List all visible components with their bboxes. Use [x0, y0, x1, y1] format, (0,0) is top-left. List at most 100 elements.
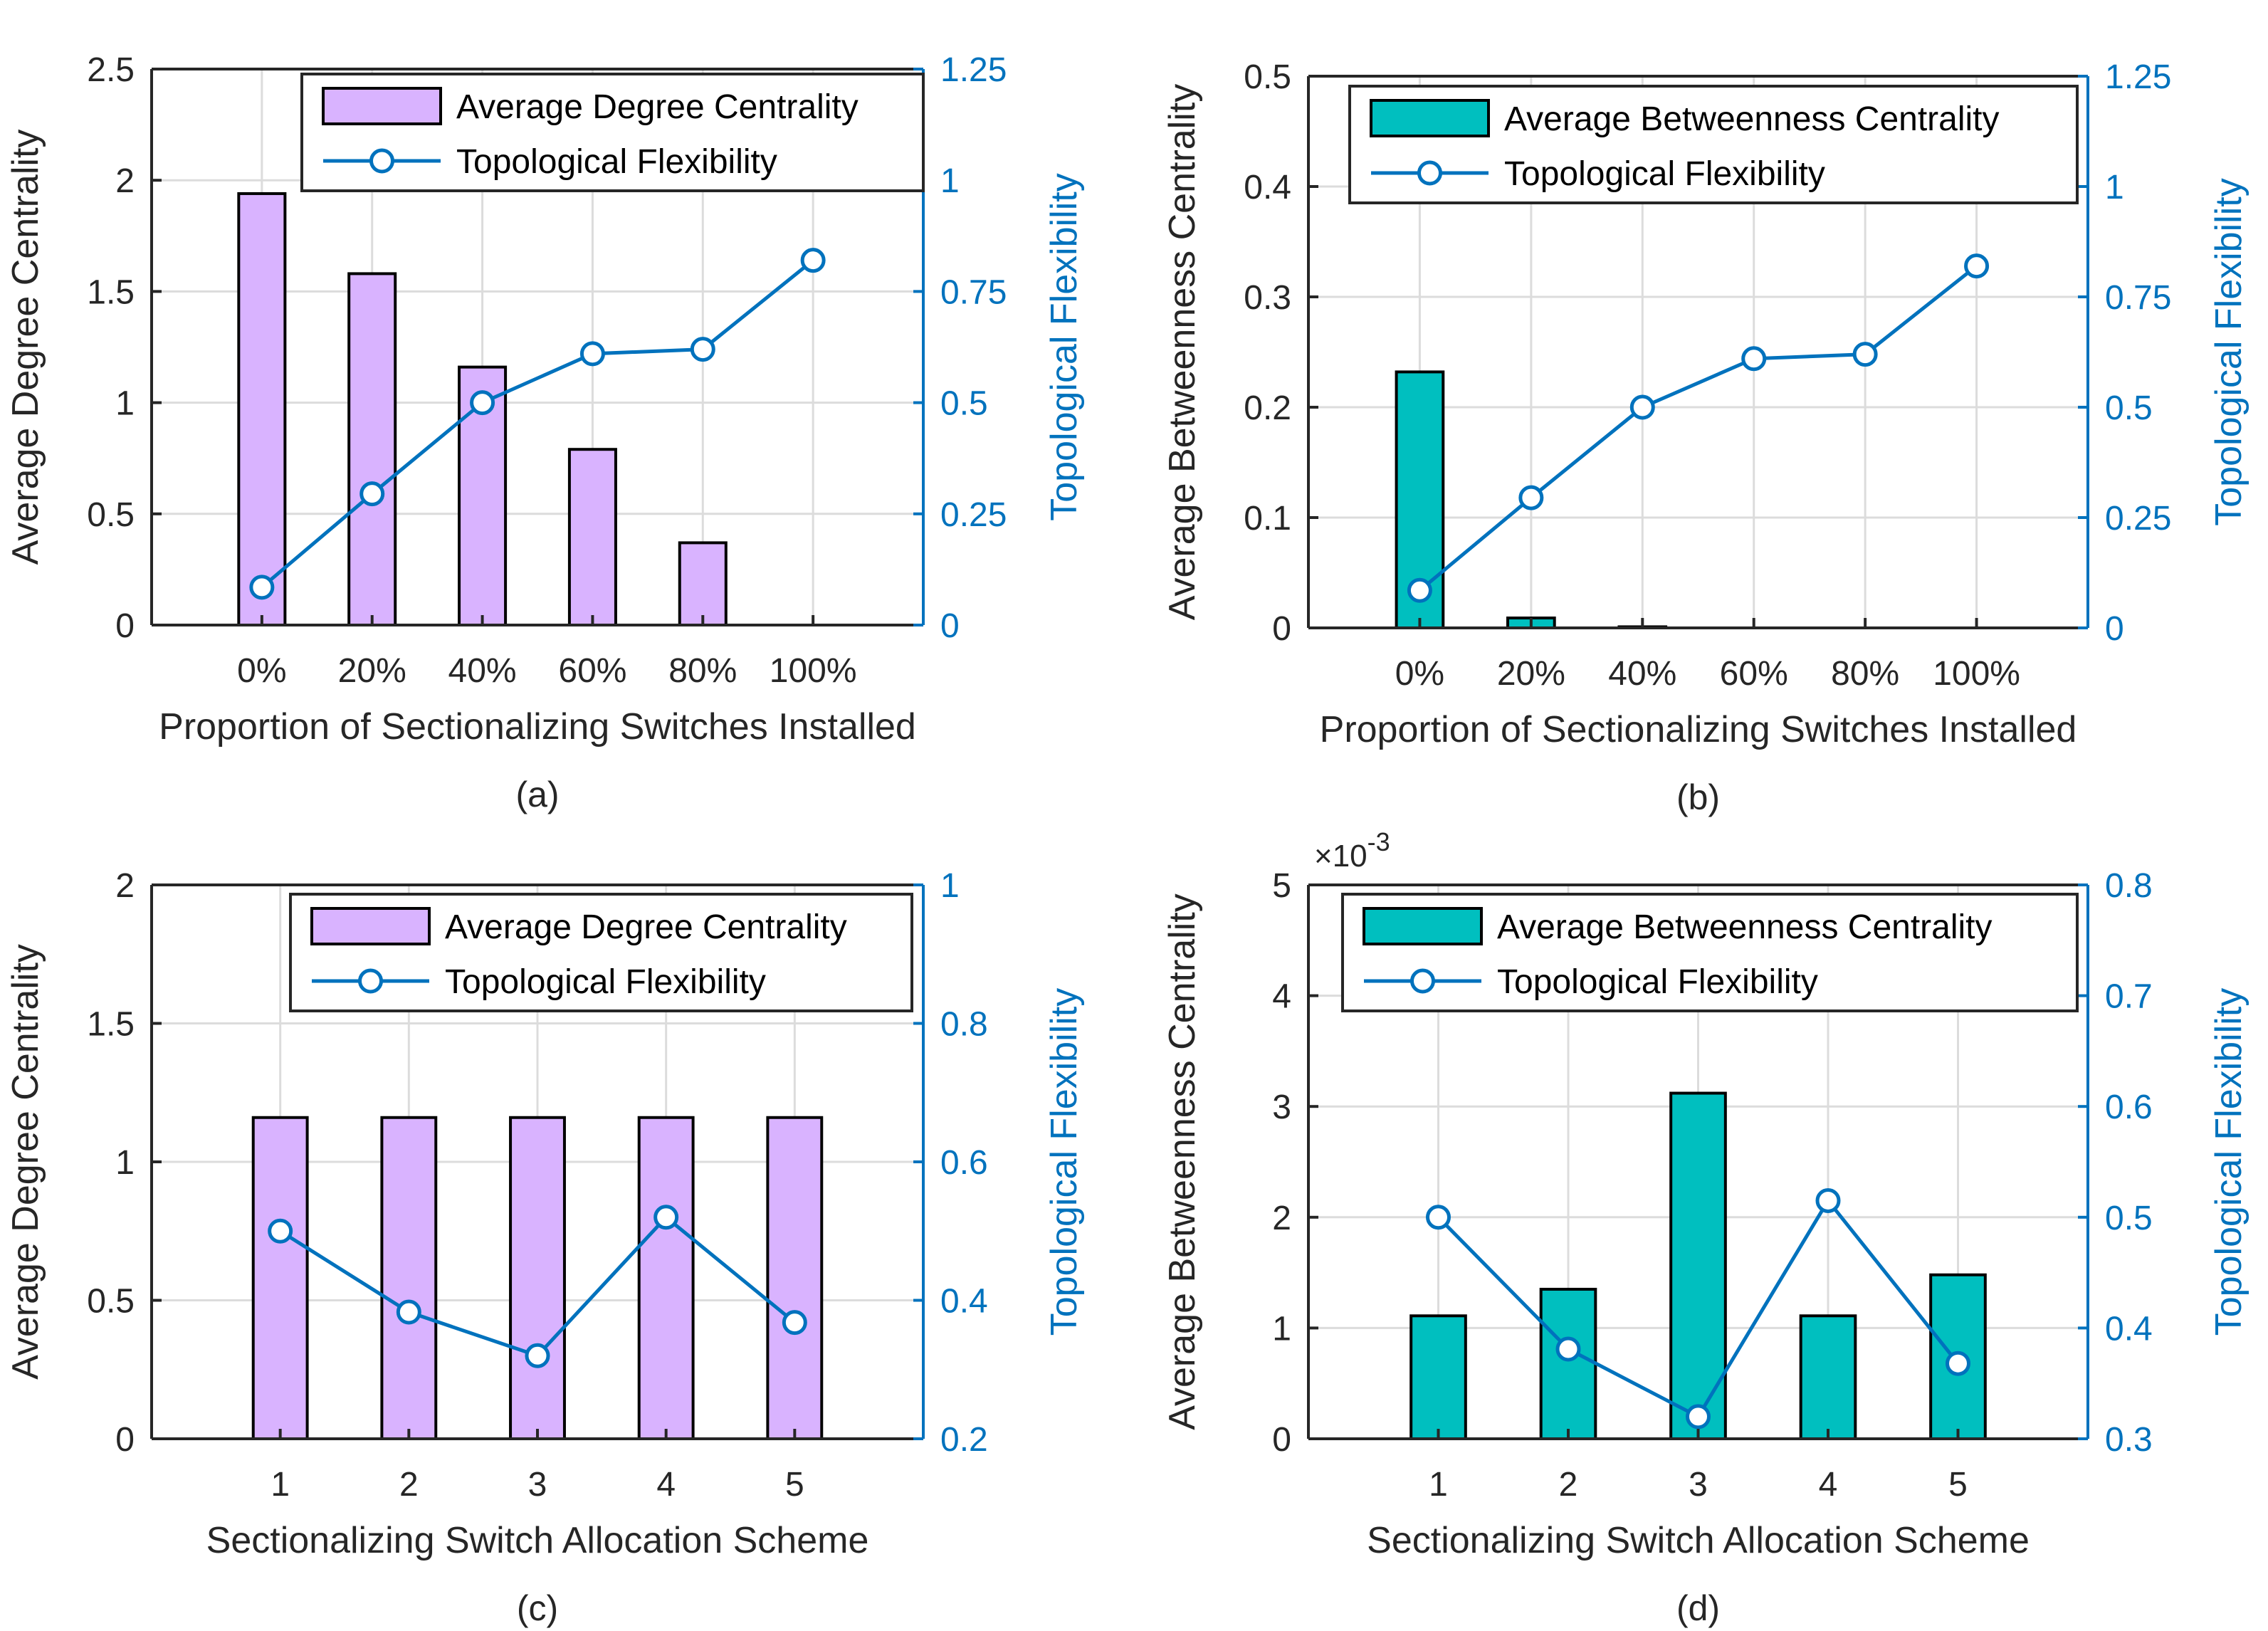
x-tick-label: 2: [1559, 1466, 1578, 1504]
y-axis-label-left: Average Betweenness Centrality: [1162, 84, 1203, 620]
right-tick-label: 1.25: [2105, 58, 2171, 96]
x-tick-label: 0%: [1395, 655, 1444, 693]
flexibility-point-3: [525, 1343, 550, 1368]
chart-panel-1: 0 0.5 1 1.5 2 2.5 0 0.25 0.5 0.75 1 1.25 0% 20% 40% 60%…: [5, 51, 1085, 814]
left-tick-label: 0.3: [1244, 279, 1291, 317]
bar-3: [509, 1116, 566, 1440]
x-tick-label: 4: [1819, 1466, 1838, 1504]
left-tick-label: 0.5: [87, 1283, 135, 1321]
legend: Average Betweenness Centrality Topologica…: [1348, 85, 2079, 204]
y-exponent-power: -3: [1367, 827, 1390, 856]
flexibility-point-3: [1686, 1404, 1711, 1430]
chart-panel-4: 0 1 2 3 4 5 0.3 0.4 0.5 0.6 0.7 0.8 1 2 3 4 5 Sectionaliz…: [1162, 827, 2249, 1628]
flexibility-point-80%: [690, 337, 715, 362]
bar-4: [637, 1116, 695, 1440]
left-tick-label: 0.1: [1244, 500, 1291, 537]
y-axis-label-left: Average Degree Centrality: [5, 130, 46, 565]
right-tick-label: 1: [940, 867, 960, 905]
x-axis-label: Sectionalizing Switch Allocation Scheme: [206, 1520, 869, 1561]
right-tick-label: 0.8: [940, 1006, 988, 1044]
legend: Average Betweenness Centrality Topologica…: [1341, 893, 2079, 1012]
flexibility-line: [261, 258, 814, 589]
left-tick-label: 4: [1272, 978, 1291, 1016]
left-tick-label: 1: [1272, 1310, 1291, 1348]
flexibility-point-100%: [1964, 253, 1990, 279]
panel-caption: (c): [517, 1588, 558, 1628]
y-axis-label-left: Average Betweenness Centrality: [1162, 893, 1203, 1430]
legend-label-line: Topological Flexibility: [445, 963, 766, 1001]
y-axis-label-right: Topological Flexibility: [1044, 988, 1085, 1336]
right-tick-label: 0.3: [2105, 1421, 2153, 1459]
legend-marker: [1410, 968, 1435, 994]
bar-4: [1799, 1314, 1857, 1441]
left-tick-label: 5: [1272, 867, 1291, 905]
x-tick-label: 60%: [558, 652, 626, 690]
x-tick-label: 5: [1948, 1466, 1968, 1504]
left-tick-label: 2.5: [87, 51, 135, 89]
legend-marker: [369, 148, 394, 174]
legend-label-line: Topological Flexibility: [456, 143, 777, 181]
right-tick-label: 1: [940, 162, 960, 200]
x-axis-label: Sectionalizing Switch Allocation Scheme: [1367, 1520, 2030, 1561]
left-tick-label: 0.5: [1244, 58, 1291, 96]
x-tick-label: 5: [785, 1466, 804, 1504]
bar-2: [1539, 1287, 1597, 1440]
legend-label-bar: Average Betweenness Centrality: [1497, 908, 1993, 946]
x-tick-label: 2: [399, 1466, 419, 1504]
left-tick-label: 0.5: [87, 496, 135, 534]
left-tick-label: 3: [1272, 1089, 1291, 1126]
right-tick-label: 0.25: [940, 496, 1007, 534]
legend-label-bar: Average Degree Centrality: [456, 88, 859, 126]
flexibility-point-2: [1555, 1336, 1581, 1362]
right-tick-label: 0.6: [2105, 1089, 2153, 1126]
right-tick-label: 0.7: [2105, 978, 2153, 1016]
x-axis-label: Proportion of Sectionalizing Switches In…: [159, 706, 916, 748]
bar-2: [380, 1116, 438, 1440]
y-axis-label-right: Topological Flexibility: [2208, 178, 2249, 525]
left-tick-label: 0: [1272, 610, 1291, 648]
left-tick-label: 1: [115, 385, 135, 423]
flexibility-point-20%: [359, 481, 385, 507]
flexibility-line: [1418, 264, 1978, 592]
y-axis-label-left: Average Degree Centrality: [5, 944, 46, 1380]
bar-5: [766, 1116, 824, 1440]
flexibility-point-1: [268, 1218, 293, 1244]
x-tick-label: 1: [271, 1466, 290, 1504]
flexibility-point-80%: [1852, 342, 1878, 367]
legend-bar-swatch: [310, 907, 431, 945]
x-tick-label: 3: [1689, 1466, 1708, 1504]
flexibility-point-0%: [1407, 577, 1432, 603]
legend-label-line: Topological Flexibility: [1504, 155, 1825, 193]
flexibility-point-40%: [470, 390, 495, 416]
flexibility-point-40%: [1629, 394, 1655, 420]
flexibility-point-2: [396, 1299, 421, 1325]
left-tick-label: 2: [115, 162, 135, 200]
y-axis-label-right: Topological Flexibility: [2208, 988, 2249, 1336]
panel-caption: (b): [1676, 777, 1720, 817]
bar-1: [251, 1116, 309, 1440]
left-tick-label: 1: [115, 1144, 135, 1182]
x-tick-label: 20%: [1497, 655, 1565, 693]
right-tick-label: 0.4: [2105, 1310, 2153, 1348]
right-tick-label: 0.75: [2105, 279, 2171, 317]
x-axis-label: Proportion of Sectionalizing Switches In…: [1320, 709, 2077, 750]
x-tick-label: 100%: [1933, 655, 2020, 693]
right-tick-label: 0.4: [940, 1283, 988, 1321]
right-tick-label: 0.2: [940, 1421, 988, 1459]
right-tick-label: 0.25: [2105, 500, 2171, 537]
x-tick-label: 100%: [770, 652, 857, 690]
legend-label-bar: Average Betweenness Centrality: [1504, 100, 2000, 138]
flexibility-point-20%: [1518, 485, 1544, 510]
left-tick-label: 1.5: [87, 273, 135, 311]
legend-marker: [358, 968, 383, 994]
left-tick-label: 0: [115, 1421, 135, 1459]
x-tick-label: 0%: [237, 652, 286, 690]
flexibility-point-5: [782, 1310, 807, 1336]
left-tick-label: 0.2: [1244, 389, 1291, 427]
legend-label-bar: Average Degree Centrality: [445, 908, 847, 946]
right-tick-label: 1.25: [940, 51, 1007, 89]
bar-0%: [237, 192, 287, 627]
flexibility-point-5: [1946, 1351, 1970, 1376]
flexibility-point-100%: [800, 248, 826, 273]
